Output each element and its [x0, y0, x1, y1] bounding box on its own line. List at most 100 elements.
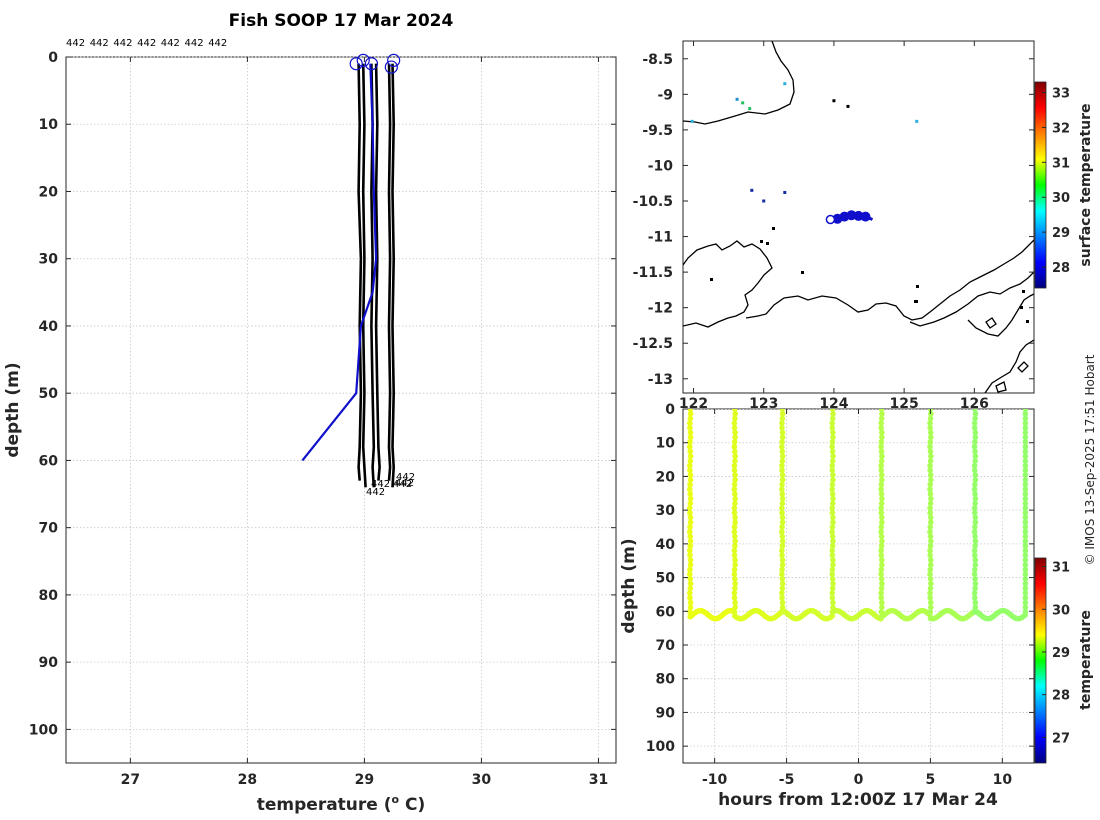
section-point	[878, 467, 885, 474]
section-point	[687, 500, 694, 507]
section-point	[732, 561, 738, 568]
section-point	[686, 571, 693, 577]
section-point	[972, 448, 978, 455]
section-point	[972, 415, 978, 422]
section-point	[878, 462, 884, 469]
profile-line	[374, 63, 381, 481]
profile-id-label: 442	[90, 38, 109, 49]
section-point	[829, 524, 836, 530]
section-point	[928, 538, 934, 544]
section-point	[779, 585, 786, 592]
profile-line	[357, 63, 363, 481]
section-point	[927, 415, 934, 422]
section-point	[927, 571, 933, 577]
section-point	[830, 514, 836, 521]
profile-id-label: 442	[185, 38, 204, 49]
section-point	[779, 552, 785, 559]
map-panel: 122 123 124 125 126 -8.5 -9 -9.5 -10 -10.5 -11 -11…	[633, 40, 1094, 412]
section-point	[971, 505, 978, 511]
section-point	[731, 552, 738, 559]
section-point	[1022, 557, 1029, 563]
section-point	[687, 533, 694, 540]
profile-y-ticks: 0 10 20 30 40 50 60 70 80 90 100	[29, 50, 616, 738]
section-point	[927, 462, 933, 469]
section-point	[686, 528, 693, 535]
coastline-australia-kimberley	[745, 239, 1034, 321]
section-point	[928, 495, 934, 502]
section-point	[927, 609, 934, 615]
section-point	[879, 604, 885, 611]
section-point	[687, 434, 694, 441]
section-point	[1022, 543, 1029, 549]
section-point	[779, 543, 786, 549]
x-tick-label: 31	[589, 772, 608, 788]
section-point	[732, 585, 738, 592]
lat-tick-label: -12.5	[633, 336, 673, 352]
section-point	[732, 538, 739, 544]
section-point	[972, 566, 978, 573]
x-tick-label: 30	[472, 772, 492, 788]
section-point	[779, 429, 786, 436]
section-point	[879, 561, 885, 568]
section-point	[878, 486, 884, 493]
section-point	[731, 590, 738, 596]
map-track	[825, 210, 874, 225]
profile-id-label: 442	[393, 479, 412, 490]
y-tick-label: 100	[646, 739, 675, 755]
section-point	[927, 425, 933, 431]
y-tick-label: 70	[656, 638, 676, 654]
profile-id-label: 442	[66, 38, 85, 49]
section-point	[830, 561, 836, 568]
section-point	[927, 505, 933, 511]
section-point	[731, 443, 738, 450]
section-point	[927, 576, 934, 582]
coastline-australia-west	[683, 240, 773, 328]
section-point	[1022, 434, 1029, 441]
section-point	[927, 491, 934, 497]
section-point	[1022, 495, 1029, 502]
colorbar-tick-label: 29	[1052, 646, 1070, 661]
section-y-label: depth (m)	[619, 538, 639, 633]
section-point	[687, 561, 694, 568]
y-tick-label: 90	[39, 655, 59, 671]
section-point	[972, 580, 979, 587]
section-point	[878, 491, 885, 497]
section-point	[879, 580, 885, 587]
section-point	[687, 510, 693, 516]
section-point	[878, 415, 885, 422]
section-point	[879, 453, 885, 460]
section-point	[972, 429, 979, 436]
section-point	[731, 547, 738, 554]
section-point	[1022, 528, 1029, 535]
section-point	[687, 557, 694, 563]
section-point	[927, 458, 934, 464]
y-tick-label: 80	[656, 672, 676, 688]
section-point	[779, 439, 785, 445]
section-point	[1022, 491, 1029, 497]
section-point	[927, 477, 934, 483]
section-point	[878, 571, 884, 577]
section-point	[779, 486, 785, 493]
section-point	[971, 510, 978, 516]
surface-obs-point	[783, 190, 787, 194]
section-point	[731, 571, 738, 577]
section-point	[878, 420, 884, 426]
lat-tick-label: -9	[657, 87, 673, 103]
section-point	[830, 472, 836, 478]
section-point	[732, 495, 739, 502]
section-point	[731, 481, 738, 488]
section-point	[927, 420, 933, 426]
section-point	[971, 547, 978, 554]
section-point	[879, 472, 885, 478]
section-point	[1022, 590, 1029, 596]
section-point	[927, 543, 934, 549]
section-point	[830, 453, 836, 460]
section-point	[972, 585, 978, 592]
section-point	[829, 491, 836, 497]
section-point	[830, 410, 836, 417]
surface-obs-point	[735, 97, 739, 101]
profile-frame	[65, 56, 617, 764]
section-point	[972, 472, 979, 478]
section-point	[779, 472, 786, 478]
